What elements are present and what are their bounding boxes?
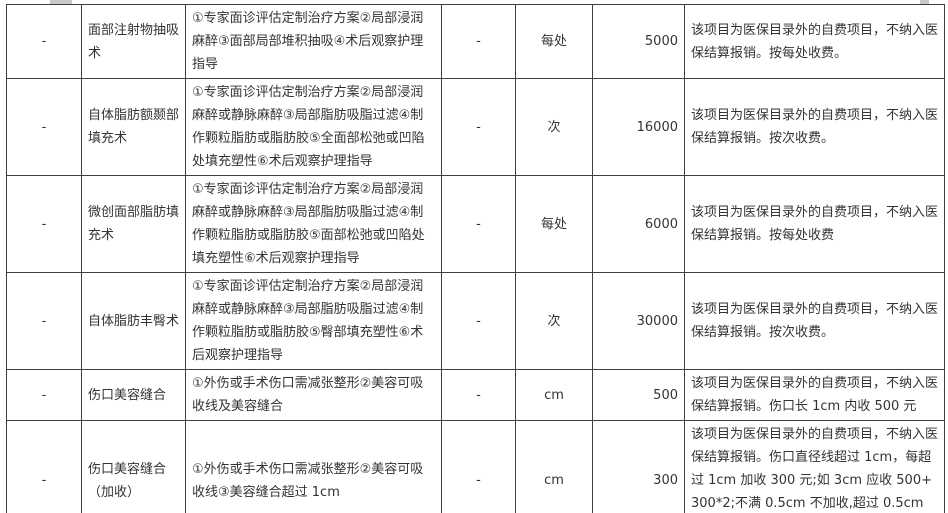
- procedure-steps: ①外伤或手术伤口需减张整形②美容可吸收线③美容缝合超过 1cm: [185, 420, 442, 513]
- item-name: 自体脂肪额颞部填充术: [81, 78, 186, 176]
- insurance-note: 该项目为医保目录外的自费项目，不纳入医保结算报销。按次收费。: [684, 272, 945, 370]
- item-code-secondary: -: [441, 369, 516, 421]
- item-name: 伤口美容缝合: [81, 369, 186, 421]
- screen-artifact-left: [50, 0, 72, 4]
- price: 16000: [592, 78, 685, 176]
- table-row: - 微创面部脂肪填充术 ①专家面诊评估定制治疗方案②局部浸润麻醉或静脉麻醉③局部…: [6, 175, 945, 273]
- procedure-steps: ①专家面诊评估定制治疗方案②局部浸润麻醉或静脉麻醉③局部脂肪吸脂过滤④制作颗粒脂…: [185, 272, 442, 370]
- item-code: -: [6, 369, 82, 421]
- price: 30000: [592, 272, 685, 370]
- billing-unit: 每处: [515, 4, 593, 79]
- table-row: - 自体脂肪丰臀术 ①专家面诊评估定制治疗方案②局部浸润麻醉或静脉麻醉③局部脂肪…: [6, 272, 945, 370]
- item-name: 微创面部脂肪填充术: [81, 175, 186, 273]
- item-code: -: [6, 272, 82, 370]
- item-code: -: [6, 4, 82, 79]
- item-code: -: [6, 78, 82, 176]
- insurance-note: 该项目为医保目录外的自费项目，不纳入医保结算报销。按每处收费: [684, 175, 945, 273]
- billing-unit: 次: [515, 78, 593, 176]
- item-name: 伤口美容缝合 （加收）: [81, 420, 186, 513]
- insurance-note: 该项目为医保目录外的自费项目，不纳入医保结算报销。按次收费。: [684, 78, 945, 176]
- table-row: - 自体脂肪额颞部填充术 ①专家面诊评估定制治疗方案②局部浸润麻醉或静脉麻醉③局…: [6, 78, 945, 176]
- insurance-note: 该项目为医保目录外的自费项目，不纳入医保结算报销。按每处收费。: [684, 4, 945, 79]
- procedure-steps: ①专家面诊评估定制治疗方案②局部浸润麻醉或静脉麻醉③局部脂肪吸脂过滤④制作颗粒脂…: [185, 175, 442, 273]
- billing-unit: cm: [515, 420, 593, 513]
- item-code-secondary: -: [441, 78, 516, 176]
- insurance-note: 该项目为医保目录外的自费项目，不纳入医保结算报销。伤口长 1cm 内收 500 …: [684, 369, 945, 421]
- item-code-secondary: -: [441, 4, 516, 79]
- insurance-note: 该项目为医保目录外的自费项目，不纳入医保结算报销。伤口直径线超过 1cm，每超过…: [684, 420, 945, 513]
- price: 5000: [592, 4, 685, 79]
- price: 6000: [592, 175, 685, 273]
- table-row: - 伤口美容缝合 （加收） ①外伤或手术伤口需减张整形②美容可吸收线③美容缝合超…: [6, 420, 945, 513]
- procedure-steps: ①专家面诊评估定制治疗方案②局部浸润麻醉或静脉麻醉③局部脂肪吸脂过滤④制作颗粒脂…: [185, 78, 442, 176]
- price: 500: [592, 369, 685, 421]
- price: 300: [592, 420, 685, 513]
- table-row: - 伤口美容缝合 ①外伤或手术伤口需减张整形②美容可吸收线及美容缝合 - cm …: [6, 369, 945, 421]
- billing-unit: cm: [515, 369, 593, 421]
- procedure-steps: ①专家面诊评估定制治疗方案②局部浸润麻醉③面部局部堆积抽吸④术后观察护理指导: [185, 4, 442, 79]
- procedure-steps: ①外伤或手术伤口需减张整形②美容可吸收线及美容缝合: [185, 369, 442, 421]
- item-code-secondary: -: [441, 272, 516, 370]
- billing-unit: 次: [515, 272, 593, 370]
- item-name: 自体脂肪丰臀术: [81, 272, 186, 370]
- item-code-secondary: -: [441, 420, 516, 513]
- item-name: 面部注射物抽吸术: [81, 4, 186, 79]
- medical-fee-table: - 面部注射物抽吸术 ①专家面诊评估定制治疗方案②局部浸润麻醉③面部局部堆积抽吸…: [6, 4, 945, 513]
- item-code: -: [6, 175, 82, 273]
- billing-unit: 每处: [515, 175, 593, 273]
- item-code: -: [6, 420, 82, 513]
- item-code-secondary: -: [441, 175, 516, 273]
- screen-artifact-right: [920, 0, 929, 4]
- table-row: - 面部注射物抽吸术 ①专家面诊评估定制治疗方案②局部浸润麻醉③面部局部堆积抽吸…: [6, 4, 945, 79]
